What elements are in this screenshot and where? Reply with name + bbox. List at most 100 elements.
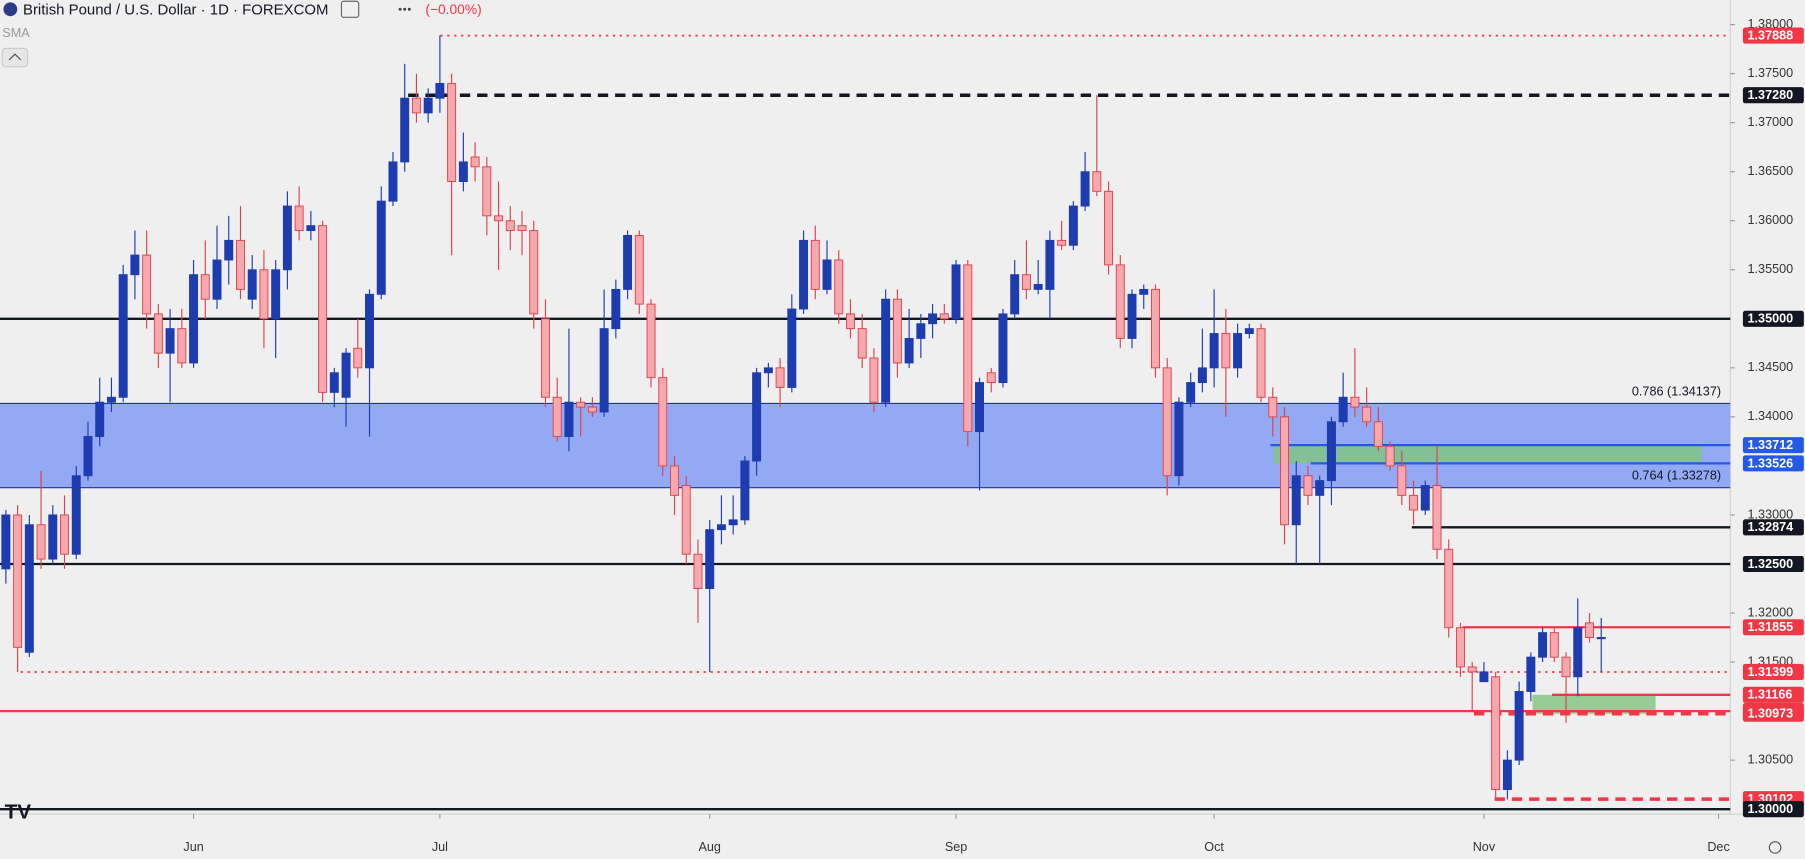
- candle-body: [716, 524, 726, 531]
- candle-body: [95, 401, 105, 437]
- candle-body: [1150, 288, 1160, 369]
- level-badge: [1742, 619, 1804, 636]
- y-tick-label: 1.38000: [1748, 17, 1794, 31]
- candle-body: [998, 313, 1008, 384]
- candle-body: [1409, 494, 1419, 511]
- candle-body: [1174, 401, 1184, 477]
- y-tick-label: 1.37000: [1748, 115, 1794, 129]
- level-label: 1.30973: [1748, 707, 1794, 721]
- indicator-label[interactable]: SMA: [2, 26, 30, 40]
- x-tick-label: Jul: [432, 840, 448, 854]
- candle-body: [1373, 421, 1383, 447]
- support-zone: [1273, 445, 1702, 464]
- candle-body: [975, 382, 984, 433]
- level-badge: [1742, 705, 1804, 722]
- fib-label: 0.786 (1.34137): [1632, 384, 1721, 398]
- y-tick-label: 1.37500: [1748, 66, 1794, 80]
- candle-body: [681, 485, 691, 555]
- candle-body: [834, 259, 844, 315]
- candle-body: [118, 274, 128, 398]
- candle-body: [1256, 328, 1266, 398]
- level-badge: [1742, 455, 1804, 472]
- y-tick-label: 1.32000: [1748, 605, 1794, 619]
- settings-gear[interactable]: [1768, 841, 1782, 854]
- candle-body: [552, 396, 562, 437]
- settings-icon[interactable]: [340, 0, 360, 18]
- candle-body: [1385, 445, 1395, 467]
- level-label: 1.30000: [1748, 802, 1794, 816]
- candle-body: [775, 367, 785, 388]
- candle-body: [951, 264, 961, 320]
- candle-body: [294, 205, 304, 232]
- level-badge: [1742, 87, 1804, 104]
- candle-body: [599, 328, 609, 413]
- candle-body: [564, 401, 574, 437]
- level-label: 1.37280: [1748, 88, 1794, 102]
- candle-body: [1233, 333, 1243, 369]
- candle-body: [752, 372, 762, 462]
- flag-icon: [3, 2, 18, 17]
- candle-body: [799, 239, 809, 310]
- candle-body: [318, 225, 328, 393]
- plot-area: 0.786 (1.34137) 0.764 (1.33278): [0, 34, 1731, 811]
- y-tick-label: 1.34500: [1748, 360, 1794, 374]
- candle-body: [634, 235, 644, 305]
- candle-body: [916, 323, 926, 339]
- candle-body: [306, 225, 316, 232]
- x-tick-label: Dec: [1707, 840, 1729, 854]
- candle-body: [165, 328, 175, 354]
- candle-body: [505, 220, 515, 232]
- candle-body: [1139, 288, 1149, 295]
- candle-body: [1338, 396, 1348, 423]
- candle-body: [48, 514, 58, 560]
- more-dot: [407, 7, 411, 11]
- candle-body: [1362, 406, 1372, 423]
- candle-body: [1221, 333, 1231, 369]
- y-tick-label: 1.36500: [1748, 164, 1794, 178]
- candle-body: [458, 161, 468, 182]
- collapse-button[interactable]: [1, 47, 29, 68]
- candle-body: [810, 239, 820, 290]
- candle-body: [623, 235, 633, 290]
- candle-body: [435, 82, 445, 99]
- candle-body: [153, 313, 163, 354]
- candle-body: [247, 269, 257, 300]
- candle-body: [1209, 333, 1219, 369]
- level-badge: [1742, 663, 1804, 681]
- candle-body: [892, 298, 902, 364]
- level-label: 1.37888: [1748, 29, 1794, 43]
- y-tick-label: 1.33000: [1748, 507, 1794, 521]
- level-badge: [1742, 437, 1804, 454]
- candle-body: [869, 357, 879, 403]
- candle-body: [1127, 293, 1137, 339]
- x-tick-label: Jun: [183, 840, 203, 854]
- candle-body: [1068, 205, 1078, 246]
- candle-body: [341, 352, 351, 398]
- candle-body: [787, 308, 797, 388]
- candle-body: [1315, 480, 1325, 496]
- candle-body: [517, 225, 527, 232]
- candle-body: [376, 200, 386, 295]
- candle-body: [106, 396, 116, 403]
- level-label: 1.31855: [1748, 620, 1794, 634]
- candle-body: [740, 460, 750, 521]
- level-label: 1.33526: [1748, 456, 1794, 470]
- candle-body: [1573, 627, 1583, 678]
- candle-body: [36, 524, 46, 560]
- candle-body: [1080, 171, 1090, 207]
- candle-body: [763, 367, 773, 374]
- candle-body: [693, 553, 703, 589]
- candle-body: [1514, 691, 1524, 761]
- candle-body: [1467, 666, 1477, 673]
- candle-body: [611, 288, 621, 330]
- candle-body: [353, 347, 363, 369]
- candle-body: [200, 274, 210, 300]
- candle-body: [881, 298, 891, 403]
- x-tick-label: Aug: [698, 840, 720, 854]
- candle-body: [1397, 465, 1407, 496]
- more-icon[interactable]: [403, 7, 407, 11]
- candle-body: [365, 293, 374, 369]
- candle-body: [470, 156, 480, 168]
